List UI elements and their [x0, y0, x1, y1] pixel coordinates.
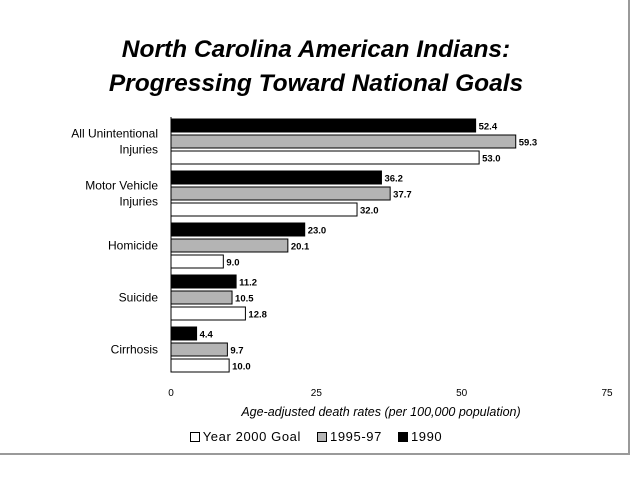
data-label: 10.0	[232, 362, 251, 373]
data-label: 52.4	[479, 122, 498, 133]
bar-1990-3	[170, 274, 237, 289]
bar-1995-97-3	[170, 290, 233, 305]
x-axis-title: Age-adjusted death rates (per 100,000 po…	[240, 405, 520, 419]
category-label: Suicide	[119, 291, 159, 305]
category-label: Injuries	[119, 143, 158, 157]
bar-1990-1	[170, 170, 382, 185]
category-label: Cirrhosis	[111, 343, 158, 357]
x-tick-label: 50	[456, 388, 468, 399]
bar-1995-97-1	[170, 186, 391, 201]
x-tick-label: 25	[311, 388, 323, 399]
data-label: 9.7	[230, 346, 243, 357]
data-label: 59.3	[519, 138, 538, 149]
data-label: 11.2	[239, 278, 257, 289]
data-label: 12.8	[248, 310, 266, 321]
legend: Year 2000 Goal 1995-97 1990	[0, 429, 632, 444]
legend-swatch	[397, 431, 408, 442]
data-label: 53.0	[482, 154, 501, 165]
bar-year-2000-goal-2	[170, 254, 224, 269]
data-label: 37.7	[393, 190, 412, 201]
data-label: 9.0	[226, 258, 239, 269]
legend-swatch	[317, 431, 328, 442]
slide-border	[0, 0, 630, 455]
category-label: Motor Vehicle	[85, 179, 158, 193]
data-label: 36.2	[384, 174, 403, 185]
data-label: 20.1	[291, 242, 310, 253]
legend-item: 1995-97	[317, 429, 382, 444]
bar-1990-2	[170, 222, 306, 237]
legend-label: Year 2000 Goal	[202, 429, 302, 444]
legend-label: 1995-97	[330, 429, 382, 444]
legend-item: Year 2000 Goal	[189, 429, 302, 444]
data-label: 32.0	[360, 206, 379, 217]
bar-year-2000-goal-1	[170, 202, 358, 217]
data-label: 10.5	[235, 294, 254, 305]
chart-subtitle: Progressing Toward National Goals	[108, 70, 524, 97]
chart-title: North Carolina American Indians:	[121, 36, 511, 63]
x-tick-label: 75	[601, 388, 613, 399]
bar-year-2000-goal-3	[170, 306, 246, 321]
category-label: Homicide	[108, 239, 158, 253]
category-label: Injuries	[119, 195, 158, 209]
data-label: 23.0	[308, 226, 327, 237]
legend-label: 1990	[410, 429, 443, 444]
bar-year-2000-goal-0	[170, 150, 480, 165]
bar-year-2000-goal-4	[170, 358, 230, 373]
legend-swatch	[189, 431, 200, 442]
category-label: All Unintentional	[71, 127, 158, 141]
bar-1995-97-0	[170, 134, 517, 149]
data-label: 4.4	[200, 330, 214, 341]
bar-1995-97-4	[170, 342, 228, 357]
x-tick-label: 0	[168, 388, 174, 399]
bar-1990-0	[170, 118, 477, 133]
legend-item: 1990	[397, 429, 443, 444]
bar-1995-97-2	[170, 238, 289, 253]
bar-1990-4	[170, 326, 198, 341]
